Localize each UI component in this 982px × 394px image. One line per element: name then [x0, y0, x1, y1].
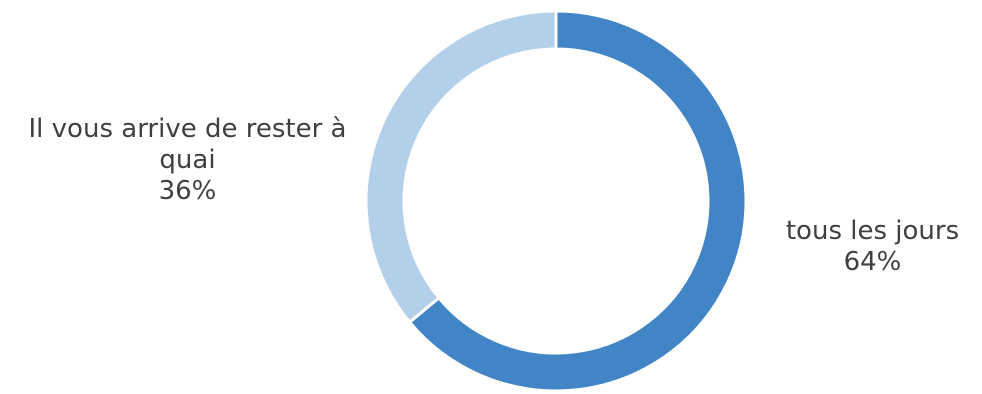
slice-label-a-quai-percent: 36%: [158, 176, 217, 206]
slice-label-tous-les-jours-percent: 64%: [843, 247, 902, 277]
slice-label-tous-les-jours-text: tous les jours: [785, 216, 960, 246]
slice-label-a-quai-text: Il vous arrive de rester à quai: [28, 114, 347, 175]
donut-slice-0: [407, 9, 748, 393]
slice-label-tous-les-jours: tous les jours 64%: [775, 216, 970, 278]
slice-label-a-quai: Il vous arrive de rester à quai 36%: [10, 114, 365, 207]
donut-slice-1: [364, 9, 558, 325]
